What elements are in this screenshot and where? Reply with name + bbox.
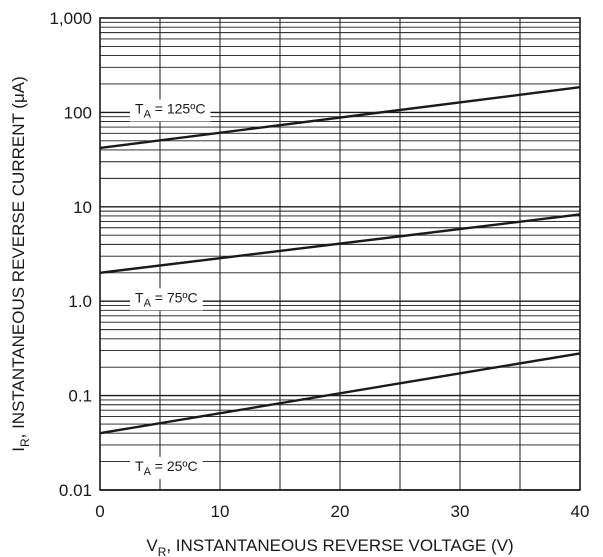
series-label-bg [130, 99, 211, 122]
y-tick-label: 1.0 [68, 292, 92, 311]
x-tick-labels: 0 10 20 30 40 [95, 502, 589, 521]
x-tick-label: 20 [331, 502, 350, 521]
series-lines [99, 85, 581, 435]
x-axis-title: VR, INSTANTANEOUS REVERSE VOLTAGE (V) [146, 536, 513, 557]
series-labels: TA = 125ºC TA = 75ºC TA = 25ºC [130, 99, 211, 479]
series-label-text: TA = 25ºC [135, 458, 198, 478]
y-axis-title: IR, INSTANTANEOUS REVERSE CURRENT (μA) [9, 76, 32, 452]
series-label-2: TA = 25ºC [130, 456, 203, 479]
series-label-1: TA = 75ºC [130, 288, 203, 311]
y-tick-label: 10 [73, 198, 92, 217]
x-tick-label: 0 [95, 502, 104, 521]
series-label-bg [130, 456, 203, 479]
series-label-0: TA = 125ºC [130, 99, 211, 122]
y-tick-label: 100 [64, 103, 92, 122]
y-tick-labels: 0.01 0.1 1.0 10 100 1,000 [49, 9, 92, 500]
y-tick-label: 0.01 [59, 481, 92, 500]
y-tick-label: 1,000 [49, 9, 92, 28]
grid [99, 18, 581, 491]
y-tick-label: 0.1 [68, 387, 92, 406]
x-tick-label: 40 [571, 502, 590, 521]
series-line-1 [99, 213, 581, 274]
series-line-2 [99, 352, 581, 435]
series-label-text: TA = 125ºC [135, 100, 205, 120]
plot-frame [99, 17, 581, 491]
series-line-0 [99, 85, 581, 150]
series-label-text: TA = 75ºC [135, 289, 198, 309]
x-tick-label: 10 [211, 502, 230, 521]
series-label-bg [130, 288, 203, 311]
x-tick-label: 30 [451, 502, 470, 521]
